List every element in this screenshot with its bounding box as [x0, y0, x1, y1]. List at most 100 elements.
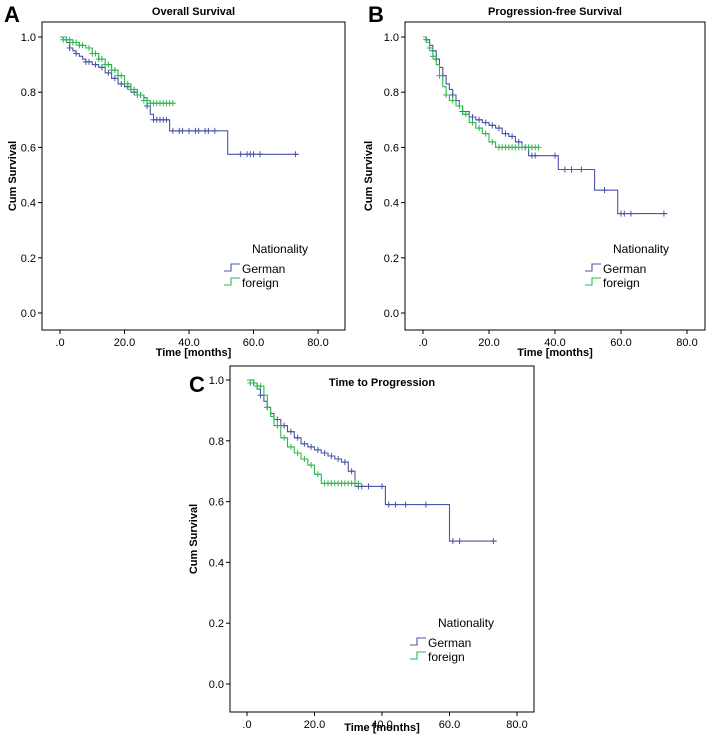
- censor-mark-foreign: [489, 138, 496, 145]
- censor-mark-german: [348, 468, 355, 475]
- series-line-german: [423, 36, 668, 215]
- censor-mark-german: [328, 453, 335, 459]
- legend-title: Nationality: [613, 242, 669, 256]
- censor-mark-foreign: [355, 480, 362, 487]
- censor-mark-german: [495, 125, 502, 132]
- censor-mark-german: [335, 456, 342, 463]
- censor-mark-german: [92, 61, 99, 68]
- censor-mark-german: [490, 538, 497, 545]
- censor-mark-foreign: [144, 97, 151, 104]
- censor-mark-german: [449, 91, 456, 98]
- censor-mark-german: [281, 422, 288, 429]
- y-tick-label: 0.2: [384, 253, 399, 265]
- censor-mark-german: [144, 103, 151, 109]
- censor-mark-german: [321, 449, 328, 456]
- censor-mark-foreign: [124, 80, 131, 87]
- censor-mark-german: [627, 210, 634, 217]
- censor-mark-german: [532, 152, 539, 159]
- censor-mark-foreign: [287, 443, 294, 450]
- censor-mark-foreign: [137, 91, 144, 98]
- x-tick-label: 20.0: [478, 337, 499, 349]
- x-axis-label: Time [months]: [156, 347, 232, 359]
- censor-mark-german: [111, 75, 118, 82]
- y-tick-label: 1.0: [21, 32, 36, 44]
- censor-mark-foreign: [98, 56, 105, 63]
- censor-mark-german: [186, 127, 192, 134]
- censor-mark-german: [502, 130, 509, 137]
- plot-frame: [41, 21, 346, 331]
- censor-mark-foreign: [469, 119, 476, 126]
- censor-mark-german: [449, 538, 456, 545]
- y-axis-label: Cum Survival: [7, 141, 19, 211]
- censor-mark-foreign: [66, 36, 73, 43]
- y-tick-label: 0.8: [384, 87, 399, 99]
- censor-mark-german: [660, 210, 667, 217]
- y-tick-label: 0.6: [209, 497, 224, 509]
- y-tick-label: 0.0: [384, 308, 399, 320]
- censor-mark-foreign: [86, 45, 93, 52]
- x-tick-label: 20.0: [304, 719, 325, 731]
- censor-mark-foreign: [169, 100, 176, 107]
- censor-mark-foreign: [264, 404, 271, 411]
- y-axis-label: Cum Survival: [363, 141, 375, 211]
- censor-mark-german: [476, 116, 483, 123]
- chart-title: Time to Progression: [329, 377, 435, 389]
- censor-mark-foreign: [257, 383, 264, 390]
- x-tick-label: .0: [242, 719, 251, 731]
- y-tick-label: 0.6: [21, 142, 36, 154]
- censor-mark-foreign: [73, 39, 80, 46]
- censor-mark-german: [578, 166, 585, 173]
- censor-mark-foreign: [476, 125, 483, 132]
- censor-mark-german: [105, 69, 112, 76]
- censor-mark-foreign: [118, 72, 125, 79]
- y-tick-label: 0.8: [21, 87, 36, 99]
- x-axis-label: Time [months]: [517, 347, 593, 359]
- series-line-foreign: [247, 379, 359, 484]
- censor-mark-german: [205, 127, 212, 134]
- panel-b: B Progression-free Survival 0.0 0.2 0.4 0.6 0.…: [363, 2, 706, 359]
- censor-mark-foreign: [462, 111, 469, 118]
- plot-frame: [229, 365, 535, 713]
- y-tick-label: 1.0: [384, 32, 399, 44]
- censor-mark-german: [73, 50, 80, 57]
- censor-mark-german: [274, 416, 281, 423]
- legend-swatch-german: [410, 637, 426, 646]
- y-tick-label: 0.6: [384, 142, 399, 154]
- censor-mark-german: [552, 152, 558, 159]
- series-line-german: [247, 379, 497, 542]
- x-tick-label: .0: [55, 337, 64, 349]
- censor-mark-german: [314, 446, 321, 453]
- censor-mark-german: [118, 80, 125, 87]
- censor-mark-german: [179, 127, 186, 134]
- censor-mark-foreign: [111, 67, 118, 74]
- legend-swatch-foreign: [585, 277, 601, 286]
- censor-mark-german: [237, 151, 244, 158]
- x-tick-label: .0: [418, 337, 427, 349]
- censor-mark-german: [257, 392, 264, 399]
- chart-title: Progression-free Survival: [488, 6, 622, 18]
- censor-mark-german: [195, 127, 202, 134]
- censor-mark-foreign: [274, 422, 281, 429]
- legend-title: Nationality: [252, 242, 308, 256]
- x-tick-label: 80.0: [676, 337, 697, 349]
- censor-mark-german: [568, 166, 575, 173]
- censor-mark-german: [301, 440, 308, 447]
- censor-mark-german: [308, 443, 315, 450]
- x-tick-label: 80.0: [307, 337, 328, 349]
- legend-entry-foreign: foreign: [242, 276, 279, 290]
- censor-mark-foreign: [456, 103, 463, 109]
- censor-mark-german: [98, 64, 105, 71]
- censor-mark-german: [561, 166, 568, 173]
- censor-mark-german: [86, 58, 93, 65]
- censor-mark-german: [66, 45, 73, 52]
- censor-mark-foreign: [314, 471, 321, 478]
- censor-mark-german: [509, 133, 516, 140]
- x-tick-label: 60.0: [243, 337, 264, 349]
- x-tick-label: 20.0: [114, 337, 135, 349]
- x-tick-label: 40.0: [371, 719, 392, 731]
- legend-swatch-german: [585, 263, 601, 272]
- censor-mark-foreign: [308, 462, 315, 469]
- panel-letter: A: [4, 2, 20, 27]
- censor-mark-foreign: [449, 97, 456, 104]
